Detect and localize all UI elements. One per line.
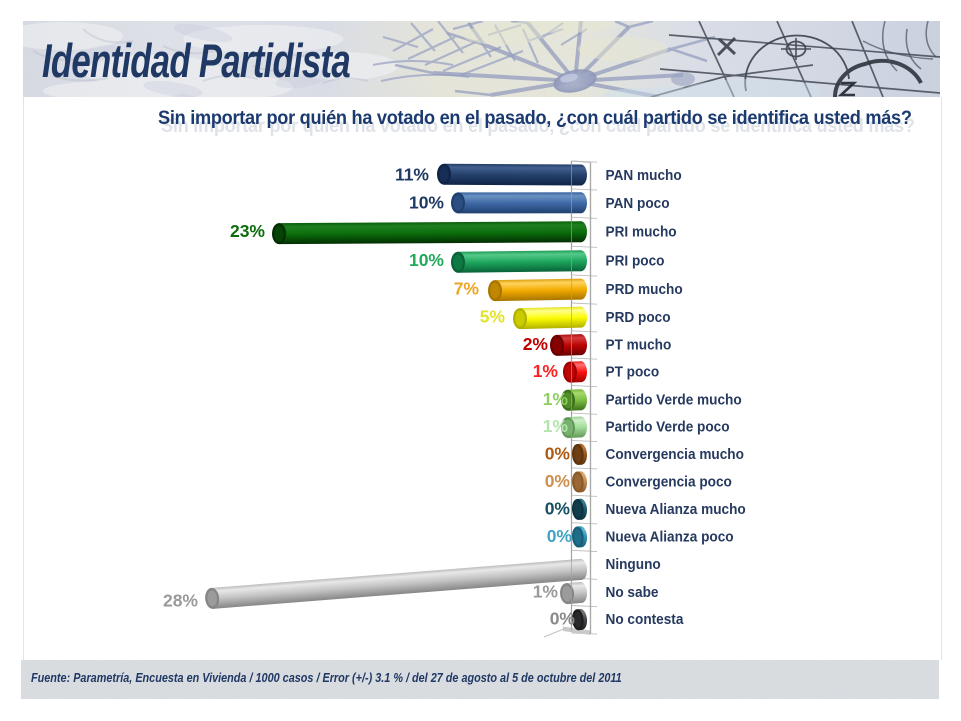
svg-text:PRI mucho: PRI mucho — [606, 224, 677, 241]
svg-text:0%: 0% — [545, 471, 571, 491]
svg-text:1%: 1% — [533, 361, 559, 381]
svg-text:Partido Verde mucho: Partido Verde mucho — [606, 392, 742, 409]
svg-text:PT mucho: PT mucho — [606, 337, 672, 354]
svg-text:PAN poco: PAN poco — [606, 195, 670, 212]
svg-text:PRD mucho: PRD mucho — [606, 282, 683, 299]
svg-text:5%: 5% — [480, 307, 506, 327]
svg-text:PT poco: PT poco — [606, 364, 660, 381]
svg-text:Ninguno: Ninguno — [606, 557, 661, 574]
svg-text:0%: 0% — [545, 444, 571, 464]
svg-text:0%: 0% — [550, 609, 576, 629]
svg-text:No contesta: No contesta — [606, 612, 684, 629]
svg-text:2%: 2% — [523, 334, 549, 354]
svg-text:No sabe: No sabe — [606, 585, 659, 602]
svg-text:10%: 10% — [409, 192, 444, 212]
svg-text:Convergencia mucho: Convergencia mucho — [606, 447, 745, 464]
svg-text:Convergencia poco: Convergencia poco — [606, 474, 733, 491]
svg-text:1%: 1% — [543, 389, 569, 409]
svg-text:Partido Verde poco: Partido Verde poco — [606, 419, 730, 436]
svg-text:Nueva Alianza poco: Nueva Alianza poco — [606, 529, 734, 546]
svg-text:7%: 7% — [454, 279, 480, 299]
svg-text:1%: 1% — [543, 416, 569, 436]
svg-text:0%: 0% — [545, 498, 571, 518]
svg-text:PRD poco: PRD poco — [606, 310, 671, 327]
svg-text:11%: 11% — [395, 165, 429, 185]
svg-text:10%: 10% — [409, 250, 444, 270]
svg-text:PAN mucho: PAN mucho — [606, 168, 682, 185]
svg-text:PRI poco: PRI poco — [606, 253, 665, 270]
svg-text:Nueva Alianza mucho: Nueva Alianza mucho — [606, 501, 747, 518]
svg-text:23%: 23% — [230, 221, 265, 241]
svg-text:0%: 0% — [547, 526, 573, 546]
svg-text:28%: 28% — [163, 591, 198, 611]
svg-text:1%: 1% — [533, 582, 559, 602]
